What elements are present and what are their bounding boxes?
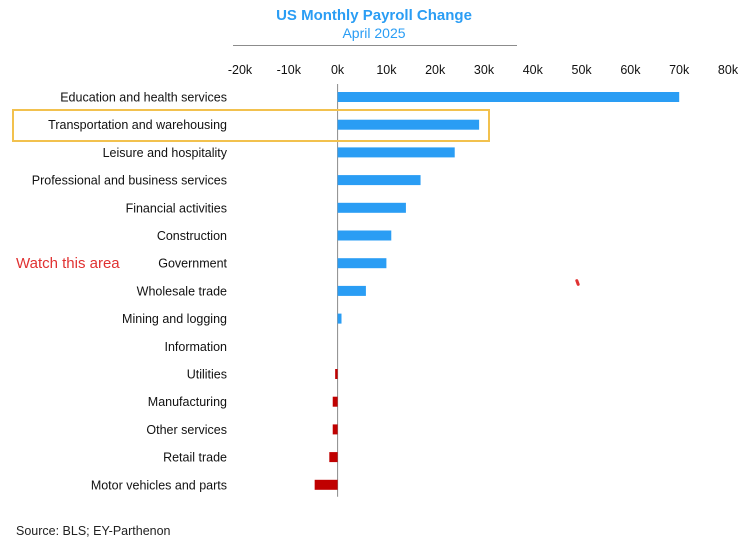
category-label: Mining and logging [122, 312, 227, 326]
x-tick-label: 30k [474, 63, 495, 77]
source-note: Source: BLS; EY-Parthenon [16, 524, 171, 538]
x-tick-label: 0k [331, 63, 345, 77]
bar [337, 92, 680, 102]
x-tick-label: 60k [620, 63, 641, 77]
category-label: Education and health services [60, 91, 227, 105]
bar-chart: -20k -10k 0k 10k 20k 30k 40k 50k 60k 70k 80k Educat… [32, 63, 739, 497]
highlight-box [12, 109, 490, 142]
x-tick-label: 40k [523, 63, 544, 77]
category-label: Utilities [187, 368, 227, 382]
category-label: Information [164, 340, 227, 354]
bar [337, 147, 455, 158]
annotation-text: Watch this area [16, 255, 120, 272]
category-label: Retail trade [163, 451, 227, 465]
x-tick-label: 10k [376, 63, 397, 77]
category-label: Other services [146, 423, 227, 437]
bar [337, 230, 392, 241]
category-label: Transportation and warehousing [48, 118, 227, 132]
x-tick-label: 50k [572, 63, 593, 77]
x-tick-label: 80k [718, 63, 739, 77]
bar [337, 119, 480, 130]
category-label: Leisure and hospitality [103, 146, 228, 160]
x-tick-label: -20k [228, 63, 253, 77]
category-label: Professional and business services [32, 174, 227, 188]
x-tick-label: -10k [277, 63, 302, 77]
chart-title: US Monthly Payroll Change [276, 7, 472, 24]
category-label: Construction [157, 229, 227, 243]
bar [337, 175, 421, 186]
bar [337, 285, 366, 296]
category-label: Financial activities [126, 201, 227, 215]
category-label: Motor vehicles and parts [91, 478, 227, 492]
x-tick-label: 20k [425, 63, 446, 77]
bar [337, 258, 387, 269]
bar [335, 369, 338, 379]
bar [314, 479, 338, 490]
category-label: Government [158, 257, 227, 271]
title-rule [233, 45, 517, 46]
bar [329, 452, 338, 463]
bar [337, 313, 342, 324]
bar [332, 396, 338, 407]
bar [332, 424, 338, 435]
category-label: Manufacturing [148, 395, 227, 409]
bar [337, 202, 406, 213]
x-tick-label: 70k [669, 63, 690, 77]
category-label: Wholesale trade [137, 284, 227, 298]
chart-subtitle: April 2025 [342, 25, 406, 41]
